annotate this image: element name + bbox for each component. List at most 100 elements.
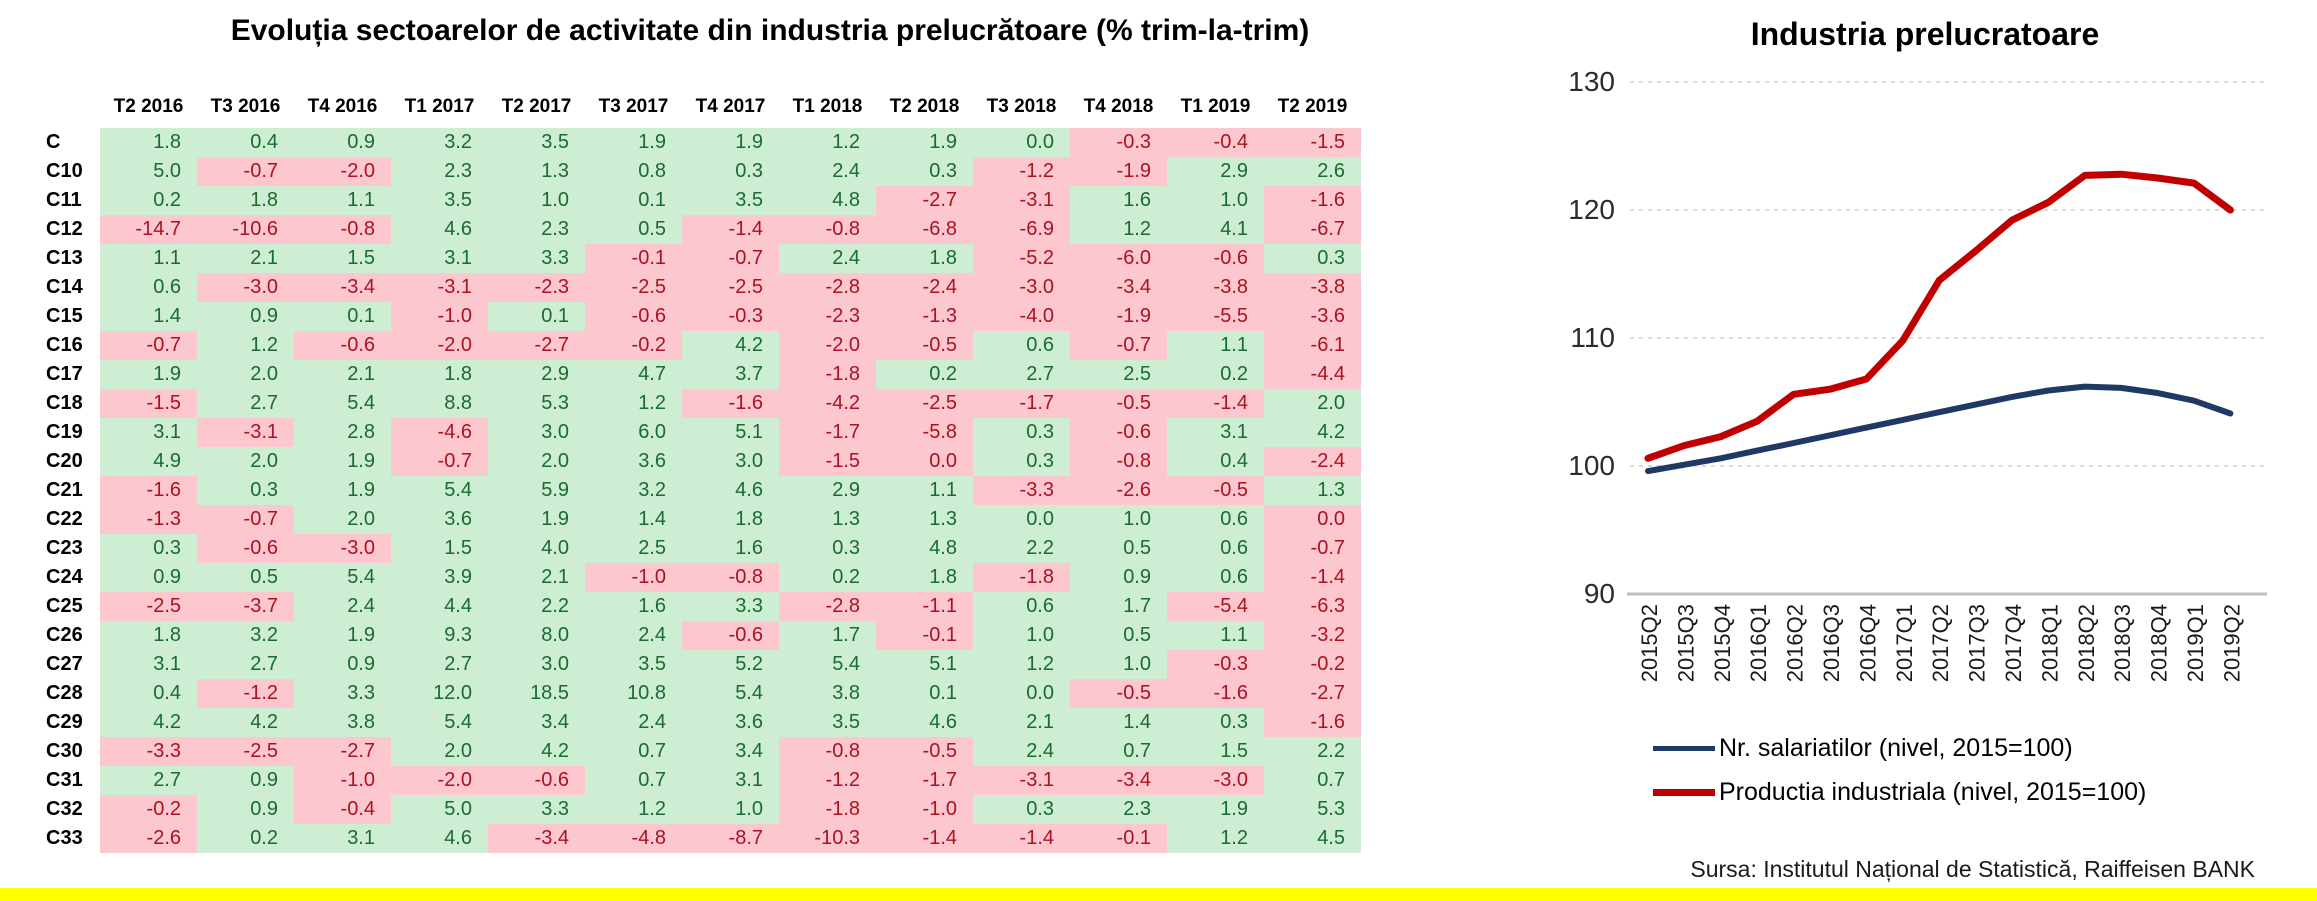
heatmap-cell: 0.2: [100, 186, 197, 215]
column-header: T4 2017: [695, 96, 766, 117]
heatmap-cell: 0.3: [973, 447, 1070, 476]
heatmap-cell: -3.4: [488, 824, 585, 853]
x-tick-label: 2016Q4: [1855, 604, 1880, 682]
heatmap-cell: 3.1: [391, 244, 488, 273]
heatmap-cell: 2.7: [100, 766, 197, 795]
heatmap-cell: 1.8: [682, 505, 779, 534]
row-label: C10: [40, 157, 100, 186]
heatmap-cell: 2.4: [973, 737, 1070, 766]
heatmap-cell: 3.1: [682, 766, 779, 795]
x-tick-label: 2015Q2: [1637, 604, 1662, 682]
heatmap-cell: 0.0: [973, 505, 1070, 534]
row-label: C25: [40, 592, 100, 621]
heatmap-cell: 0.6: [1167, 563, 1264, 592]
heatmap-cell: -1.8: [779, 360, 876, 389]
row-label: C20: [40, 447, 100, 476]
row-label: C19: [40, 418, 100, 447]
row-label: C27: [40, 650, 100, 679]
heatmap-cell: 0.4: [100, 679, 197, 708]
heatmap-cell: -3.4: [294, 273, 391, 302]
heatmap-cell: -2.5: [100, 592, 197, 621]
row-label: C29: [40, 708, 100, 737]
heatmap-cell: -4.6: [391, 418, 488, 447]
heatmap-cell: 1.9: [1167, 795, 1264, 824]
heatmap-cell: -1.4: [876, 824, 973, 853]
heatmap-cell: 0.1: [876, 679, 973, 708]
heatmap-cell: 2.6: [1264, 157, 1361, 186]
heatmap-cell: -0.5: [876, 737, 973, 766]
heatmap-cell: 1.9: [294, 621, 391, 650]
x-tick-label: 2017Q2: [1928, 604, 1953, 682]
heatmap-cell: 0.4: [1167, 447, 1264, 476]
heatmap-cell: -8.7: [682, 824, 779, 853]
heatmap-cell: -0.7: [1070, 331, 1167, 360]
heatmap-cell: -0.8: [682, 563, 779, 592]
heatmap-cell: 0.3: [1264, 244, 1361, 273]
line-chart: 130 120 110 100 90 2015Q2 2015Q3 2015Q4 2016Q1 20…: [1555, 62, 2295, 724]
corner-cell: [40, 86, 100, 128]
heatmap-cell: 1.1: [100, 244, 197, 273]
heatmap-table: T2 2016 T3 2016 T4 2016 T1 2017 T2 2017 T3 20…: [40, 86, 1361, 853]
x-tick-label: 2018Q2: [2074, 604, 2099, 682]
table-row: C12 -14.7 -10.6 -0.8 4.6 2.3 0.5 -1.4 -0.8 -6.8 -6…: [40, 215, 1361, 244]
heatmap-cell: 0.0: [876, 447, 973, 476]
row-label: C11: [40, 186, 100, 215]
heatmap-cell: 2.1: [294, 360, 391, 389]
heatmap-cell: 0.9: [294, 128, 391, 157]
heatmap-cell: 5.1: [682, 418, 779, 447]
heatmap-head: T2 2016 T3 2016 T4 2016 T1 2017 T2 2017 T3 20…: [40, 86, 1361, 128]
heatmap-cell: 1.3: [779, 505, 876, 534]
table-row: C11 0.2 1.8 1.1 3.5 1.0 0.1 3.5 4.8 -2.7 -3.1 1.6 1.…: [40, 186, 1361, 215]
heatmap-cell: 5.4: [682, 679, 779, 708]
heatmap-cell: 1.7: [1070, 592, 1167, 621]
heatmap-cell: -3.1: [973, 766, 1070, 795]
heatmap-cell: -2.4: [1264, 447, 1361, 476]
heatmap-cell: -2.7: [488, 331, 585, 360]
heatmap-cell: -1.6: [100, 476, 197, 505]
heatmap-cell: 4.7: [585, 360, 682, 389]
heatmap-cell: 3.5: [488, 128, 585, 157]
heatmap-cell: 0.1: [488, 302, 585, 331]
x-tick-label: 2017Q1: [1892, 604, 1917, 682]
heatmap-cell: -6.3: [1264, 592, 1361, 621]
heatmap-cell: 4.5: [1264, 824, 1361, 853]
heatmap-cell: 5.2: [682, 650, 779, 679]
heatmap-cell: -1.6: [1264, 708, 1361, 737]
table-row: C31 2.7 0.9 -1.0 -2.0 -0.6 0.7 3.1 -1.2 -1.7 -3.1-…: [40, 766, 1361, 795]
heatmap-cell: 0.0: [973, 128, 1070, 157]
row-label: C30: [40, 737, 100, 766]
heatmap-cell: -1.4: [682, 215, 779, 244]
heatmap-cell: 1.1: [1167, 621, 1264, 650]
heatmap-cell: 2.7: [391, 650, 488, 679]
heatmap-cell: 1.8: [100, 128, 197, 157]
row-label: C15: [40, 302, 100, 331]
heatmap-cell: -0.6: [1167, 244, 1264, 273]
heatmap-cell: -1.2: [197, 679, 294, 708]
heatmap-cell: 1.4: [585, 505, 682, 534]
heatmap-cell: -0.5: [876, 331, 973, 360]
table-row: C21 -1.6 0.3 1.9 5.4 5.9 3.2 4.6 2.9 1.1 -3.3 -2.6-…: [40, 476, 1361, 505]
heatmap-cell: -5.2: [973, 244, 1070, 273]
heatmap-cell: 4.8: [876, 534, 973, 563]
heatmap-cell: 3.2: [585, 476, 682, 505]
heatmap-cell: 0.3: [973, 795, 1070, 824]
heatmap-cell: 1.8: [391, 360, 488, 389]
heatmap-cell: -2.8: [779, 273, 876, 302]
series-red-line: [1644, 170, 2234, 462]
heatmap-cell: 4.6: [876, 708, 973, 737]
heatmap-cell: 1.2: [585, 389, 682, 418]
heatmap-cell: -1.4: [1167, 389, 1264, 418]
heatmap-cell: -2.6: [1070, 476, 1167, 505]
heatmap-cell: 1.8: [876, 563, 973, 592]
column-header: T2 2019: [1277, 96, 1348, 117]
heatmap-cell: 0.7: [1264, 766, 1361, 795]
heatmap-cell: -0.7: [682, 244, 779, 273]
heatmap-cell: 1.0: [1070, 505, 1167, 534]
column-header: T3 2018: [986, 96, 1057, 117]
table-row: C18 -1.5 2.7 5.4 8.8 5.3 1.2 -1.6 -4.2 -2.5 -1.7 -0…: [40, 389, 1361, 418]
heatmap-cell: 3.5: [391, 186, 488, 215]
heatmap-cell: 0.2: [1167, 360, 1264, 389]
heatmap-cell: 3.2: [197, 621, 294, 650]
heatmap-cell: 0.9: [100, 563, 197, 592]
heatmap-cell: -0.6: [585, 302, 682, 331]
